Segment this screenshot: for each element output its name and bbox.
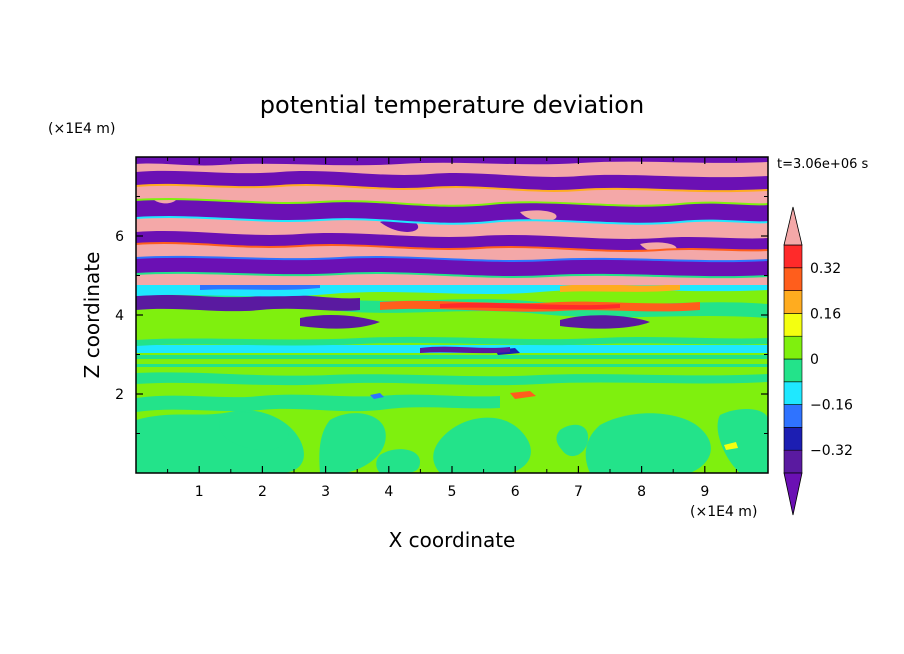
x-tick-label: 1: [195, 484, 204, 500]
colorbar-tick-label: −0.32: [810, 443, 853, 459]
x-tick-label: 2: [258, 484, 267, 500]
colorbar-band: [783, 381, 803, 405]
y-tick-label: 6: [115, 229, 124, 245]
x-tick-label: 9: [700, 484, 709, 500]
colorbar-band: [783, 358, 803, 383]
x-axis: 1 2 3 4 5 6 7 8 9: [167, 157, 737, 500]
x-tick-label: 6: [511, 484, 520, 500]
colorbar-tick-label: 0.32: [810, 261, 841, 277]
y-tick-label: 2: [115, 387, 124, 403]
chart-title: potential temperature deviation: [260, 91, 644, 119]
x-tick-label: 3: [321, 484, 330, 500]
colorbar-band: [783, 427, 803, 451]
transition-zone: [136, 276, 768, 354]
colorbar-tick-label: −0.16: [810, 398, 853, 414]
colorbar-tick-label: 0.16: [810, 306, 841, 322]
colorbar-under-arrow: [783, 472, 803, 516]
colorbar-band: [783, 449, 803, 474]
x-tick-label: 4: [384, 484, 393, 500]
plot-area: [136, 157, 768, 473]
upper-bands: [136, 157, 768, 285]
colorbar-band: [783, 267, 803, 291]
colorbar-band: [783, 244, 803, 269]
x-tick-label: 8: [637, 484, 646, 500]
colorbar-band: [783, 404, 803, 428]
colorbar-band: [783, 313, 803, 337]
x-unit-label: (×1E4 m): [690, 504, 757, 520]
x-axis-title: X coordinate: [389, 528, 516, 552]
x-tick-label: 7: [574, 484, 583, 500]
band-edges: [136, 183, 768, 279]
colorbar-band: [783, 335, 803, 360]
y-tick-label: 4: [115, 308, 124, 324]
lower-field: [136, 372, 768, 473]
x-tick-label: 5: [448, 484, 457, 500]
colorbar: 0.32 0.16 0 −0.16 −0.32: [783, 206, 853, 516]
y-axis: 2 4 6: [115, 196, 768, 434]
colorbar-tick-label: 0: [810, 352, 819, 368]
time-label: t=3.06e+06 s: [777, 157, 869, 172]
y-unit-label: (×1E4 m): [48, 121, 115, 137]
colorbar-band: [783, 290, 803, 314]
y-axis-title: Z coordinate: [80, 252, 104, 379]
colorbar-over-arrow: [783, 206, 803, 246]
